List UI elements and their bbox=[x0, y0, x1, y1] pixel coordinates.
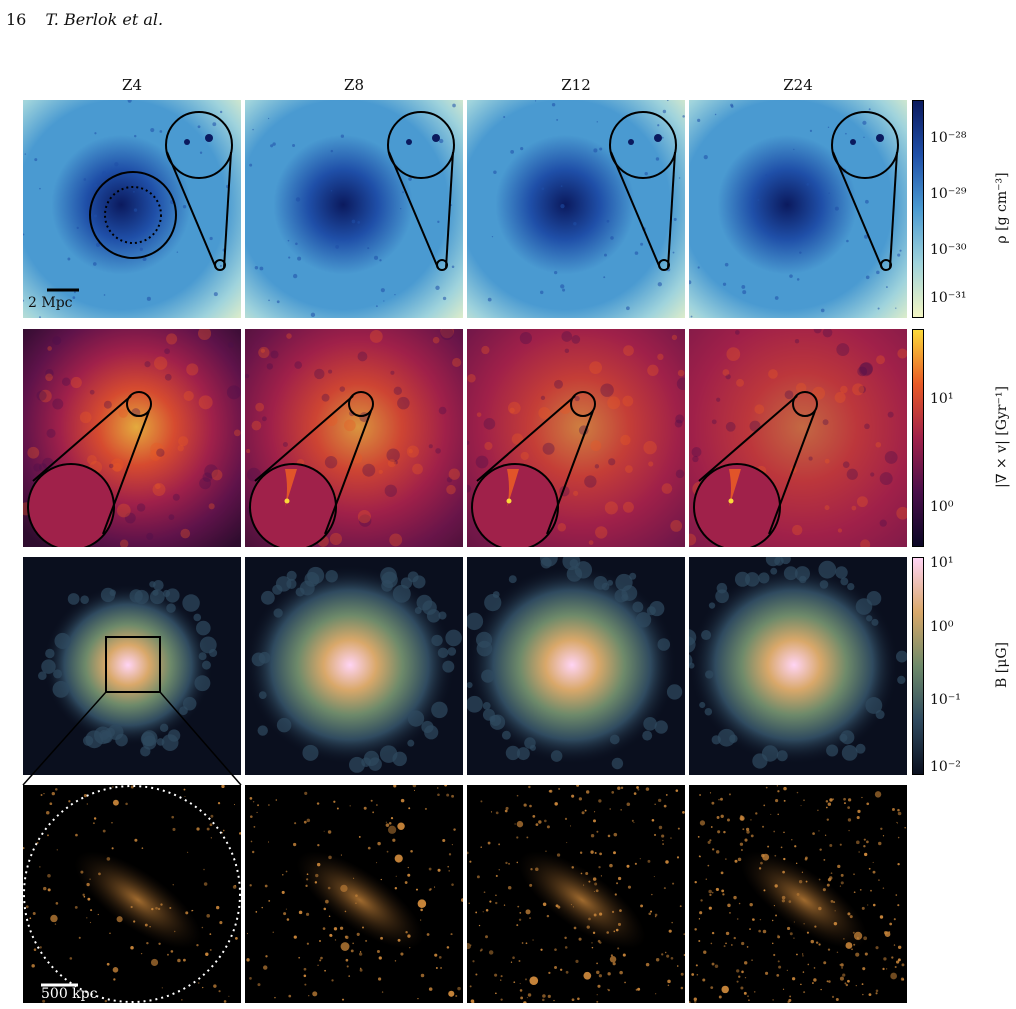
colorbar-magnetic bbox=[912, 557, 924, 775]
panel-stars-z4 bbox=[23, 785, 241, 1003]
panel-vorticity-z12 bbox=[467, 329, 685, 547]
colorbar-tick-label: 10⁻²⁹ bbox=[930, 186, 967, 202]
colorbar-tick-label: 10⁻¹ bbox=[930, 692, 961, 708]
colorbar-tick-label: 10¹ bbox=[930, 391, 954, 407]
panel-stars-z8 bbox=[245, 785, 463, 1003]
panel-magnetic-z8 bbox=[245, 557, 463, 775]
colorbar-vorticity bbox=[912, 329, 924, 547]
colorbar-tick-label: 10⁰ bbox=[930, 619, 954, 635]
column-title-z8: Z8 bbox=[344, 76, 364, 94]
panel-density-z4 bbox=[23, 100, 241, 318]
scalebar-label-2mpc: 2 Mpc bbox=[28, 295, 73, 311]
colorbar-tick-label: 10⁻² bbox=[930, 759, 961, 775]
panel-vorticity-z4 bbox=[23, 329, 241, 547]
column-title-z12: Z12 bbox=[561, 76, 591, 94]
colorbar-tick-label: 10⁰ bbox=[930, 499, 954, 515]
panel-vorticity-z24 bbox=[689, 329, 907, 547]
colorbar-density bbox=[912, 100, 924, 318]
panel-magnetic-z12 bbox=[467, 557, 685, 775]
column-title-z4: Z4 bbox=[122, 76, 142, 94]
panel-vorticity-z8 bbox=[245, 329, 463, 547]
colorbar-tick-label: 10¹ bbox=[930, 555, 954, 571]
colorbar-tick-label: 10⁻³¹ bbox=[930, 290, 967, 306]
colorbar-tick-label: 10⁻²⁸ bbox=[930, 130, 967, 146]
panel-density-z24 bbox=[689, 100, 907, 318]
colorbar-tick-label: 10⁻³⁰ bbox=[930, 242, 967, 258]
panel-stars-z12 bbox=[467, 785, 685, 1003]
page-number: 16 bbox=[6, 10, 27, 29]
panel-magnetic-z4 bbox=[23, 557, 241, 775]
colorbar-label-magnetic: B [μG] bbox=[994, 642, 1010, 688]
scalebar-label-500kpc: 500 kpc bbox=[41, 986, 98, 1002]
running-head-authors: T. Berlok et al. bbox=[45, 10, 164, 29]
column-title-z24: Z24 bbox=[783, 76, 813, 94]
panel-density-z12 bbox=[467, 100, 685, 318]
panel-magnetic-z24 bbox=[689, 557, 907, 775]
colorbar-label-vorticity: |∇ × v| [Gyr⁻¹] bbox=[994, 386, 1010, 488]
page-header: 16 T. Berlok et al. bbox=[6, 10, 163, 29]
panel-density-z8 bbox=[245, 100, 463, 318]
colorbar-label-density: ρ [g cm⁻³] bbox=[994, 172, 1010, 244]
panel-stars-z24 bbox=[689, 785, 907, 1003]
